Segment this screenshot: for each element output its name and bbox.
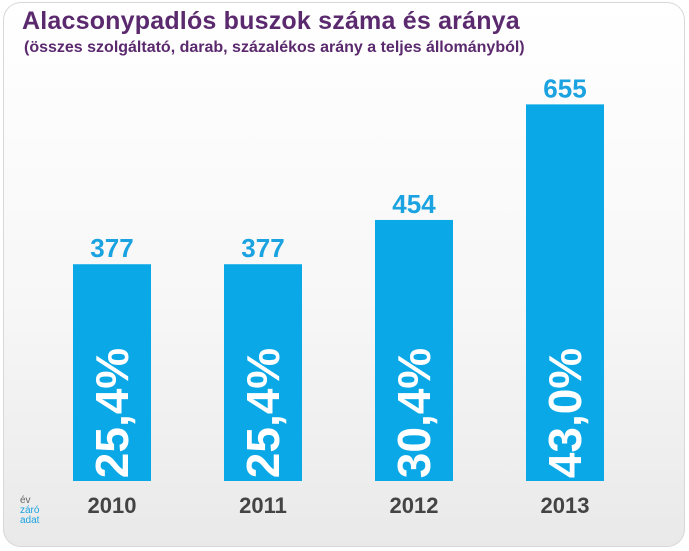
category-label-2011: 2011	[239, 493, 287, 518]
value-label-2012: 454	[392, 189, 436, 219]
inner-label-2013: 43,0%	[539, 348, 591, 478]
category-label-2010: 2010	[88, 493, 137, 518]
footnote-line-1: év	[20, 495, 31, 506]
bar-2013	[526, 104, 604, 481]
chart-subtitle: (összes szolgáltató, darab, százalékos a…	[24, 39, 525, 56]
footnote: év záró adat	[20, 496, 39, 526]
inner-label-2011: 25,4%	[237, 348, 289, 478]
inner-label-2010: 25,4%	[86, 348, 138, 478]
inner-label-2012: 30,4%	[388, 348, 440, 478]
value-label-2011: 377	[241, 233, 284, 263]
chart-card: Alacsonypadlós buszok száma és aránya (ö…	[3, 2, 685, 547]
chart-title: Alacsonypadlós buszok száma és aránya	[22, 7, 520, 35]
bar-2011	[224, 264, 302, 481]
footnote-line-3: adat	[20, 515, 40, 526]
category-label-2012: 2012	[390, 493, 439, 518]
bar-chart: 377 25,4% 2010 377 25,4% 2011 454 30,4% 2012 655 4…	[73, 73, 604, 518]
category-label-2013: 2013	[541, 493, 590, 518]
value-label-2010: 377	[90, 233, 133, 263]
footnote-line-2: záró	[20, 505, 40, 516]
value-label-2013: 655	[543, 73, 586, 103]
bar-2012	[375, 219, 453, 481]
bar-2010	[73, 264, 151, 481]
